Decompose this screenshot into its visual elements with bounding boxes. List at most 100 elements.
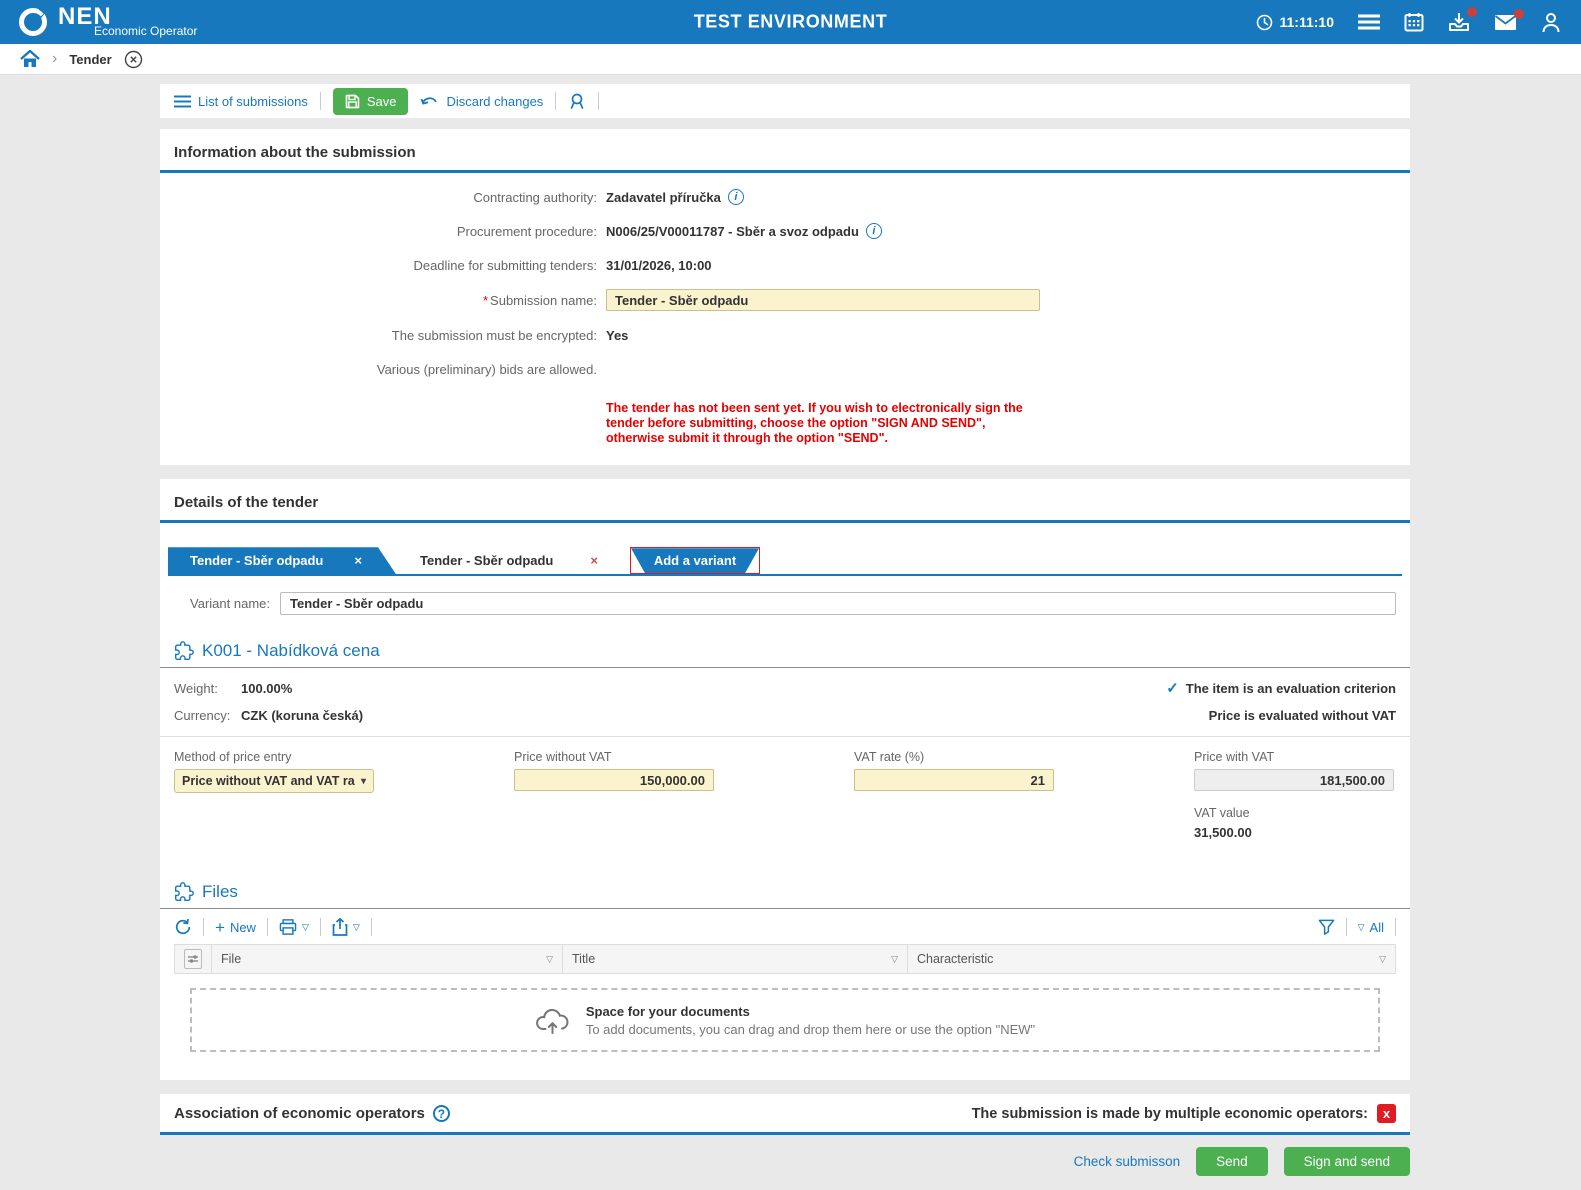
column-header-title[interactable]: Title ▽ — [563, 945, 908, 974]
field-procurement-procedure: Procurement procedure: N006/25/V00011787… — [160, 221, 1410, 241]
print-button[interactable]: ▽ — [279, 919, 309, 936]
clock-icon — [1256, 14, 1272, 30]
tab-close-icon[interactable]: × — [354, 553, 362, 569]
variant-name-row: Variant name: — [174, 592, 1396, 616]
save-button[interactable]: Save — [332, 87, 409, 115]
filter-all-button[interactable]: ▽ All — [1358, 920, 1384, 935]
column-filter-icon[interactable]: ▽ — [546, 953, 553, 964]
toolbar-separator — [319, 918, 321, 937]
toolbar-separator — [1395, 918, 1396, 937]
submission-name-input[interactable] — [606, 289, 1040, 311]
app-header: NEN Economic Operator TEST ENVIRONMENT 1… — [0, 0, 1581, 44]
vat-rate-label: VAT rate (%) — [854, 750, 925, 765]
puzzle-icon — [174, 641, 194, 661]
column-filter-icon[interactable]: ▽ — [1379, 953, 1386, 964]
refresh-icon — [175, 919, 191, 935]
weight-row: Weight: 100.00% ✓ The item is an evaluat… — [160, 679, 1410, 697]
method-of-price-entry-select[interactable]: Price without VAT and VAT ra ▾ — [174, 769, 374, 794]
field-label: The submission must be encrypted: — [391, 327, 597, 343]
check-submission-link[interactable]: Check submisson — [1073, 1154, 1181, 1170]
files-title: Files — [202, 882, 238, 902]
refresh-button[interactable] — [174, 918, 192, 936]
discard-changes-button[interactable]: Discard changes — [420, 94, 543, 109]
tab-variant-inactive[interactable]: Tender - Sběr odpadu × — [396, 547, 628, 575]
tab-close-icon[interactable]: × — [590, 553, 598, 569]
criterion-rule — [160, 667, 1410, 669]
sign-and-send-label: Sign and send — [1303, 1154, 1390, 1170]
column-header-characteristic[interactable]: Characteristic ▽ — [908, 945, 1395, 973]
help-icon[interactable]: ? — [432, 1105, 450, 1123]
list-of-submissions-button[interactable]: List of submissions — [174, 94, 308, 109]
vat-note: Price is evaluated without VAT — [1208, 708, 1396, 724]
printer-icon — [279, 919, 297, 936]
puzzle-icon — [174, 882, 194, 902]
column-label: File — [221, 952, 242, 967]
inbox-download-icon[interactable] — [1448, 7, 1477, 32]
not-sent-warning: The tender has not been sent yet. If you… — [606, 401, 1023, 445]
signature-ribbon-icon[interactable] — [568, 92, 586, 110]
files-table-header: File ▽ Title ▽ Characteristic ▽ — [174, 944, 1396, 975]
section-rule — [160, 1132, 1410, 1136]
send-label: Send — [1216, 1154, 1248, 1170]
price-without-vat-input[interactable] — [514, 769, 714, 792]
mail-icon[interactable] — [1494, 8, 1524, 31]
field-various-bids: Various (preliminary) bids are allowed. — [160, 359, 1410, 379]
menu-icon[interactable] — [1358, 14, 1380, 30]
tab-label: Tender - Sběr odpadu — [190, 553, 324, 569]
environment-title: TEST ENVIRONMENT — [693, 11, 888, 32]
clock-time: 11:11:10 — [1279, 14, 1335, 30]
funnel-icon — [1318, 919, 1334, 935]
page-toolbar: List of submissions Save Discard changes — [160, 84, 1410, 118]
close-tab-icon[interactable] — [124, 50, 143, 69]
send-button[interactable]: Send — [1196, 1147, 1268, 1177]
column-filter-icon[interactable]: ▽ — [891, 953, 898, 964]
variant-name-input[interactable] — [280, 592, 1396, 616]
weight-label: Weight: — [174, 680, 218, 696]
field-label: * Submission name: — [482, 292, 597, 308]
tab-label: Tender - Sběr odpadu — [420, 553, 554, 569]
currency-row: Currency: CZK (koruna česká) Price is ev… — [160, 708, 1410, 723]
files-heading: Files — [174, 882, 1396, 908]
export-button[interactable]: ▽ — [332, 918, 360, 937]
column-settings-icon[interactable] — [184, 949, 202, 970]
price-with-vat-label: Price with VAT — [1194, 750, 1275, 765]
sign-and-send-button[interactable]: Sign and send — [1283, 1147, 1410, 1177]
column-header-file[interactable]: File ▽ — [212, 945, 563, 974]
multiple-operators-toggle[interactable]: x — [1377, 1104, 1396, 1124]
calendar-icon[interactable] — [1404, 12, 1424, 32]
check-icon: ✓ — [1166, 680, 1179, 698]
home-icon[interactable] — [20, 50, 40, 68]
tab-variant-active[interactable]: Tender - Sběr odpadu × — [168, 547, 396, 574]
criterion-title: K001 - Nabídková cena — [202, 641, 380, 661]
vat-value-label: VAT value — [1194, 806, 1250, 821]
user-icon[interactable] — [1541, 12, 1561, 33]
filter-button[interactable] — [1318, 919, 1335, 936]
toolbar-separator — [319, 92, 321, 110]
field-label: Various (preliminary) bids are allowed. — [376, 361, 597, 377]
info-icon[interactable]: i — [865, 223, 882, 239]
evaluation-note: The item is an evaluation criterion — [1185, 680, 1396, 696]
new-file-button[interactable]: + New — [215, 919, 256, 936]
toolbar-separator — [1345, 918, 1347, 937]
chevron-down-icon: ▾ — [360, 775, 366, 787]
field-contracting-authority: Contracting authority: Zadavatel příručk… — [160, 187, 1410, 207]
toolbar-separator — [370, 918, 372, 937]
files-rule — [160, 908, 1410, 910]
method-selected-option: Price without VAT and VAT ra — [182, 774, 355, 789]
weight-value: 100.00% — [241, 680, 293, 696]
list-icon — [174, 95, 191, 107]
criterion-heading: K001 - Nabídková cena — [174, 641, 1396, 667]
list-of-submissions-label: List of submissions — [198, 93, 308, 109]
field-encrypted: The submission must be encrypted: Yes — [160, 325, 1410, 345]
price-grid: Method of price entry Price without VAT … — [160, 737, 1410, 840]
vat-rate-input[interactable] — [854, 769, 1054, 792]
info-icon[interactable]: i — [727, 189, 744, 205]
method-of-price-entry-label: Method of price entry — [174, 750, 292, 765]
vat-value: 31,500.00 — [1194, 825, 1252, 841]
field-deadline: Deadline for submitting tenders: 31/01/2… — [160, 255, 1410, 275]
documents-dropzone[interactable]: Space for your documents To add document… — [190, 988, 1380, 1053]
share-icon — [332, 918, 348, 937]
field-label: Procurement procedure: — [456, 223, 597, 239]
files-toolbar: + New ▽ ▽ — [160, 909, 1410, 937]
add-variant-tab[interactable]: Add a variant — [630, 547, 760, 575]
